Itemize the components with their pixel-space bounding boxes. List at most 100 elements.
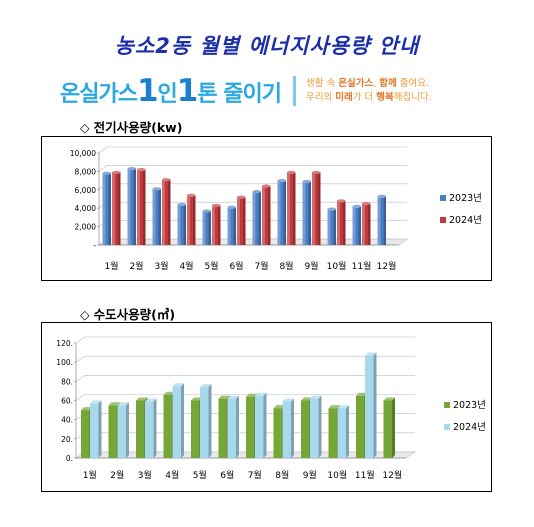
bar-body xyxy=(117,405,126,458)
bar-highlight xyxy=(262,186,265,245)
bar-series2 xyxy=(287,170,296,245)
bar-highlight xyxy=(187,195,190,245)
bar-highlight xyxy=(202,210,206,245)
bar-top xyxy=(352,204,361,208)
bar-shadow xyxy=(333,209,336,245)
diamond-marker: ◇ xyxy=(80,307,90,322)
legend-label: 2023년 xyxy=(453,400,486,411)
bar-series1 xyxy=(202,209,211,245)
legend-swatch xyxy=(440,195,446,201)
x-tick-label: 6월 xyxy=(229,260,243,272)
bar-top xyxy=(191,397,203,401)
bar-body xyxy=(277,180,286,245)
bar-side xyxy=(291,398,294,458)
bar-top xyxy=(81,407,93,411)
bar-series2 xyxy=(172,383,184,458)
x-tick-label: 1월 xyxy=(83,469,97,481)
bar-top xyxy=(356,392,368,396)
bar-side xyxy=(126,402,129,458)
x-tick-label: 10월 xyxy=(327,469,347,481)
gridline xyxy=(75,394,86,401)
y-tick-label: 6,000 xyxy=(75,186,97,195)
x-tick-label: 1월 xyxy=(104,260,118,272)
legend-label: 2024년 xyxy=(449,215,482,226)
bar-top xyxy=(227,395,239,399)
tagline-highlight: 함께 xyxy=(379,78,397,89)
bar-series2 xyxy=(282,398,294,458)
tagline-text: 해집니다. xyxy=(393,92,432,103)
bar-top xyxy=(162,178,171,182)
bar-top xyxy=(108,402,120,406)
bar-body xyxy=(252,191,261,245)
gridline xyxy=(75,336,86,344)
bar-shadow xyxy=(193,195,196,245)
y-tick-label: 10,000 xyxy=(70,149,96,158)
x-tick-label: 2월 xyxy=(129,260,143,272)
bar-shadow xyxy=(168,179,171,245)
bar-highlight xyxy=(137,169,140,245)
bar-shadow xyxy=(208,210,211,245)
bar-top xyxy=(282,398,294,402)
bar-series2 xyxy=(227,395,239,458)
bar-top xyxy=(377,194,386,198)
x-tick-label: 4월 xyxy=(179,260,193,272)
bar-series2 xyxy=(212,203,221,245)
bar-body xyxy=(262,186,271,245)
bar-series1 xyxy=(177,202,186,245)
bar-body xyxy=(301,400,310,458)
bar-body xyxy=(202,210,211,245)
bar-side xyxy=(98,400,102,458)
bar-body xyxy=(187,195,196,245)
bar-top xyxy=(310,395,322,399)
tagline-line: 생활 속 온실가스, 함께 줄여요. xyxy=(306,77,432,91)
bar-shadow xyxy=(218,205,221,245)
bar-side xyxy=(346,405,349,458)
bar-side xyxy=(153,398,157,458)
bar-body xyxy=(145,401,154,458)
slogan-number: 1 xyxy=(176,73,199,109)
bar-series2 xyxy=(362,202,371,245)
bar-top xyxy=(302,179,311,184)
bar-shadow xyxy=(243,197,246,245)
bar-top xyxy=(136,397,148,401)
legend-label: 2023년 xyxy=(449,193,482,204)
bar-series1 xyxy=(252,190,261,245)
bar-series2 xyxy=(200,384,212,458)
slogan-part: 인 xyxy=(157,82,178,107)
bar-shadow xyxy=(383,196,386,245)
bar-top xyxy=(246,393,258,397)
x-tick-label: 5월 xyxy=(193,469,207,481)
bar-series2 xyxy=(112,170,121,245)
bar-series2 xyxy=(365,352,377,458)
y-tick-label: 80. xyxy=(61,377,73,386)
bar-series1 xyxy=(327,207,336,245)
bar-shadow xyxy=(293,172,296,245)
bar-series2 xyxy=(137,167,146,245)
bar-shadow xyxy=(358,206,361,245)
x-tick-label: 7월 xyxy=(254,260,268,272)
bar-series2 xyxy=(312,170,321,245)
bar-top xyxy=(237,195,246,199)
banner-slogan: 온실가스1인1톤 줄이기 xyxy=(60,73,282,109)
tagline-text: 줄여요. xyxy=(396,78,430,89)
bar-side xyxy=(263,392,267,458)
bar-series2 xyxy=(337,199,346,245)
bar-highlight xyxy=(127,168,131,245)
x-tick-label: 8월 xyxy=(275,469,289,481)
bar-body xyxy=(352,206,361,245)
tagline-highlight: 행복 xyxy=(376,92,394,103)
page-title: 농소2동 월별 에너지사용량 안내 xyxy=(114,34,420,58)
bar-top xyxy=(200,384,212,388)
y-tick-label: 2,000 xyxy=(75,223,97,232)
bar-top xyxy=(187,193,196,197)
bar-shadow xyxy=(108,173,111,245)
tagline-line: 우리의 미래가 더 행복해집니다. xyxy=(306,91,432,105)
bar-body xyxy=(328,408,337,458)
y-tick-label: 100. xyxy=(56,358,73,367)
bar-shadow xyxy=(183,204,186,245)
bar-top xyxy=(212,203,221,208)
bar-highlight xyxy=(277,180,281,245)
tagline-highlight: 온실가스 xyxy=(338,78,374,89)
bar-body xyxy=(102,173,111,245)
gridline xyxy=(98,165,108,172)
